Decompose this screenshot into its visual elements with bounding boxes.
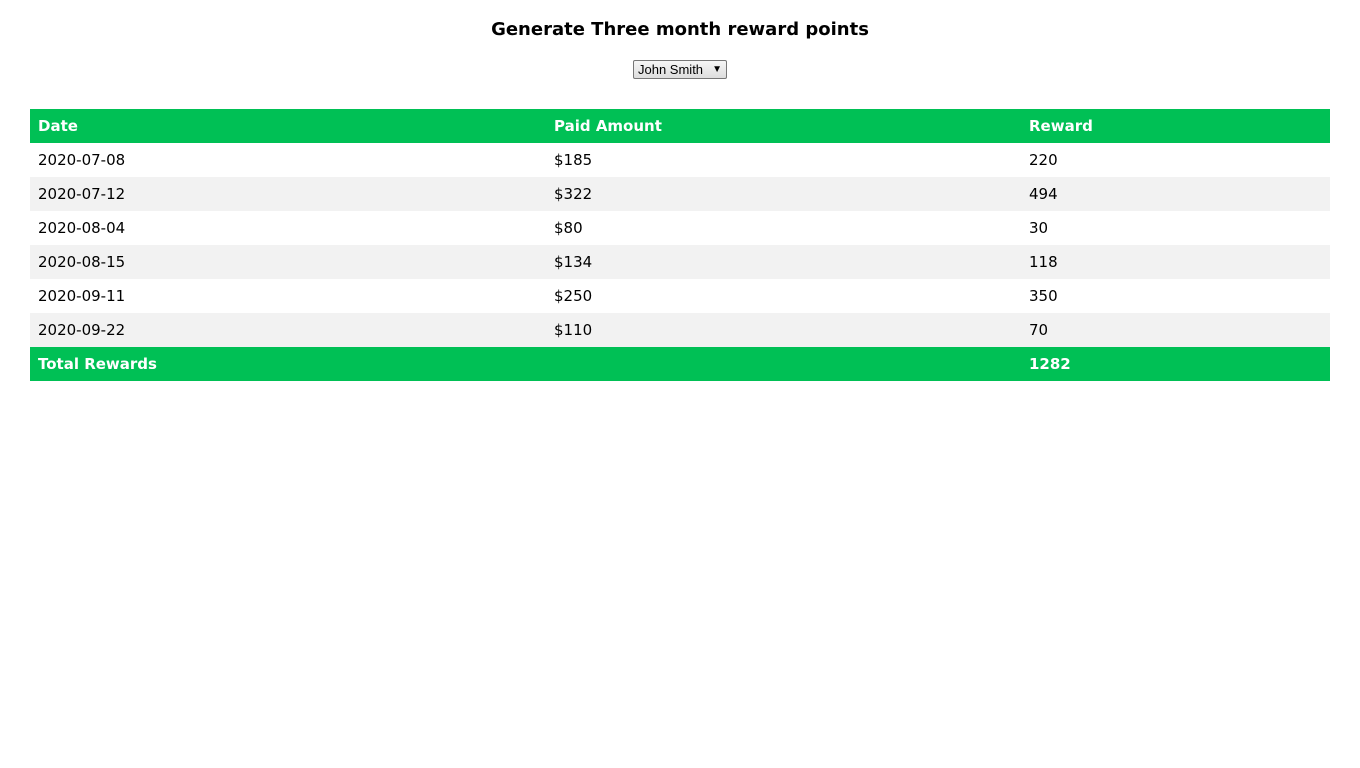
cell-date: 2020-07-08: [38, 151, 126, 169]
table-row: 2020-09-22 $110 70: [30, 313, 1330, 347]
cell-reward: 70: [1029, 321, 1049, 339]
total-value: 1282: [1029, 355, 1071, 373]
customer-select[interactable]: John Smith ▼: [633, 60, 727, 79]
table-header: Date Paid Amount Reward: [30, 109, 1330, 143]
cell-paid-amount: $250: [554, 287, 593, 305]
customer-select-wrapper: John Smith ▼: [633, 60, 727, 79]
table-row: 2020-07-08 $185 220: [30, 143, 1330, 177]
cell-paid-amount: $185: [554, 151, 593, 169]
cell-reward: 350: [1029, 287, 1058, 305]
cell-paid-amount: $134: [554, 253, 593, 271]
cell-date: 2020-09-11: [38, 287, 126, 305]
header-date: Date: [38, 117, 78, 135]
header-paid-amount: Paid Amount: [554, 117, 662, 135]
header-reward: Reward: [1029, 117, 1093, 135]
cell-paid-amount: $322: [554, 185, 593, 203]
cell-reward: 494: [1029, 185, 1058, 203]
cell-reward: 30: [1029, 219, 1049, 237]
cell-paid-amount: $110: [554, 321, 593, 339]
cell-date: 2020-09-22: [38, 321, 126, 339]
customer-select-value: John Smith: [638, 62, 704, 77]
cell-reward: 220: [1029, 151, 1058, 169]
page-title: Generate Three month reward points: [491, 19, 869, 40]
triangle-down-icon: ▼: [712, 64, 722, 75]
table-row: 2020-07-12 $322 494: [30, 177, 1330, 211]
table-body: 2020-07-08 $185 220 2020-07-12 $322 494 …: [30, 143, 1330, 347]
cell-date: 2020-07-12: [38, 185, 126, 203]
rewards-table: Date Paid Amount Reward 2020-07-08 $185 …: [30, 109, 1330, 381]
cell-paid-amount: $80: [554, 219, 583, 237]
table-row: 2020-08-15 $134 118: [30, 245, 1330, 279]
total-label: Total Rewards: [38, 355, 157, 373]
total-row: Total Rewards 1282: [30, 347, 1330, 381]
total-spacer: [546, 347, 1021, 381]
cell-date: 2020-08-15: [38, 253, 126, 271]
cell-reward: 118: [1029, 253, 1058, 271]
table-header-row: Date Paid Amount Reward: [30, 109, 1330, 143]
cell-date: 2020-08-04: [38, 219, 126, 237]
table-row: 2020-09-11 $250 350: [30, 279, 1330, 313]
table-footer: Total Rewards 1282: [30, 347, 1330, 381]
table-row: 2020-08-04 $80 30: [30, 211, 1330, 245]
